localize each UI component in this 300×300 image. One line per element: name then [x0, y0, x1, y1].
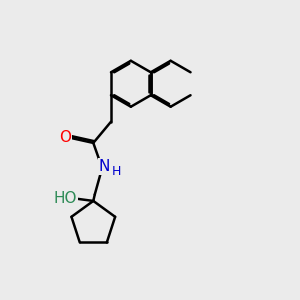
Text: H: H: [112, 165, 122, 178]
Text: O: O: [59, 130, 71, 145]
Text: N: N: [99, 159, 110, 174]
Text: HO: HO: [53, 191, 77, 206]
